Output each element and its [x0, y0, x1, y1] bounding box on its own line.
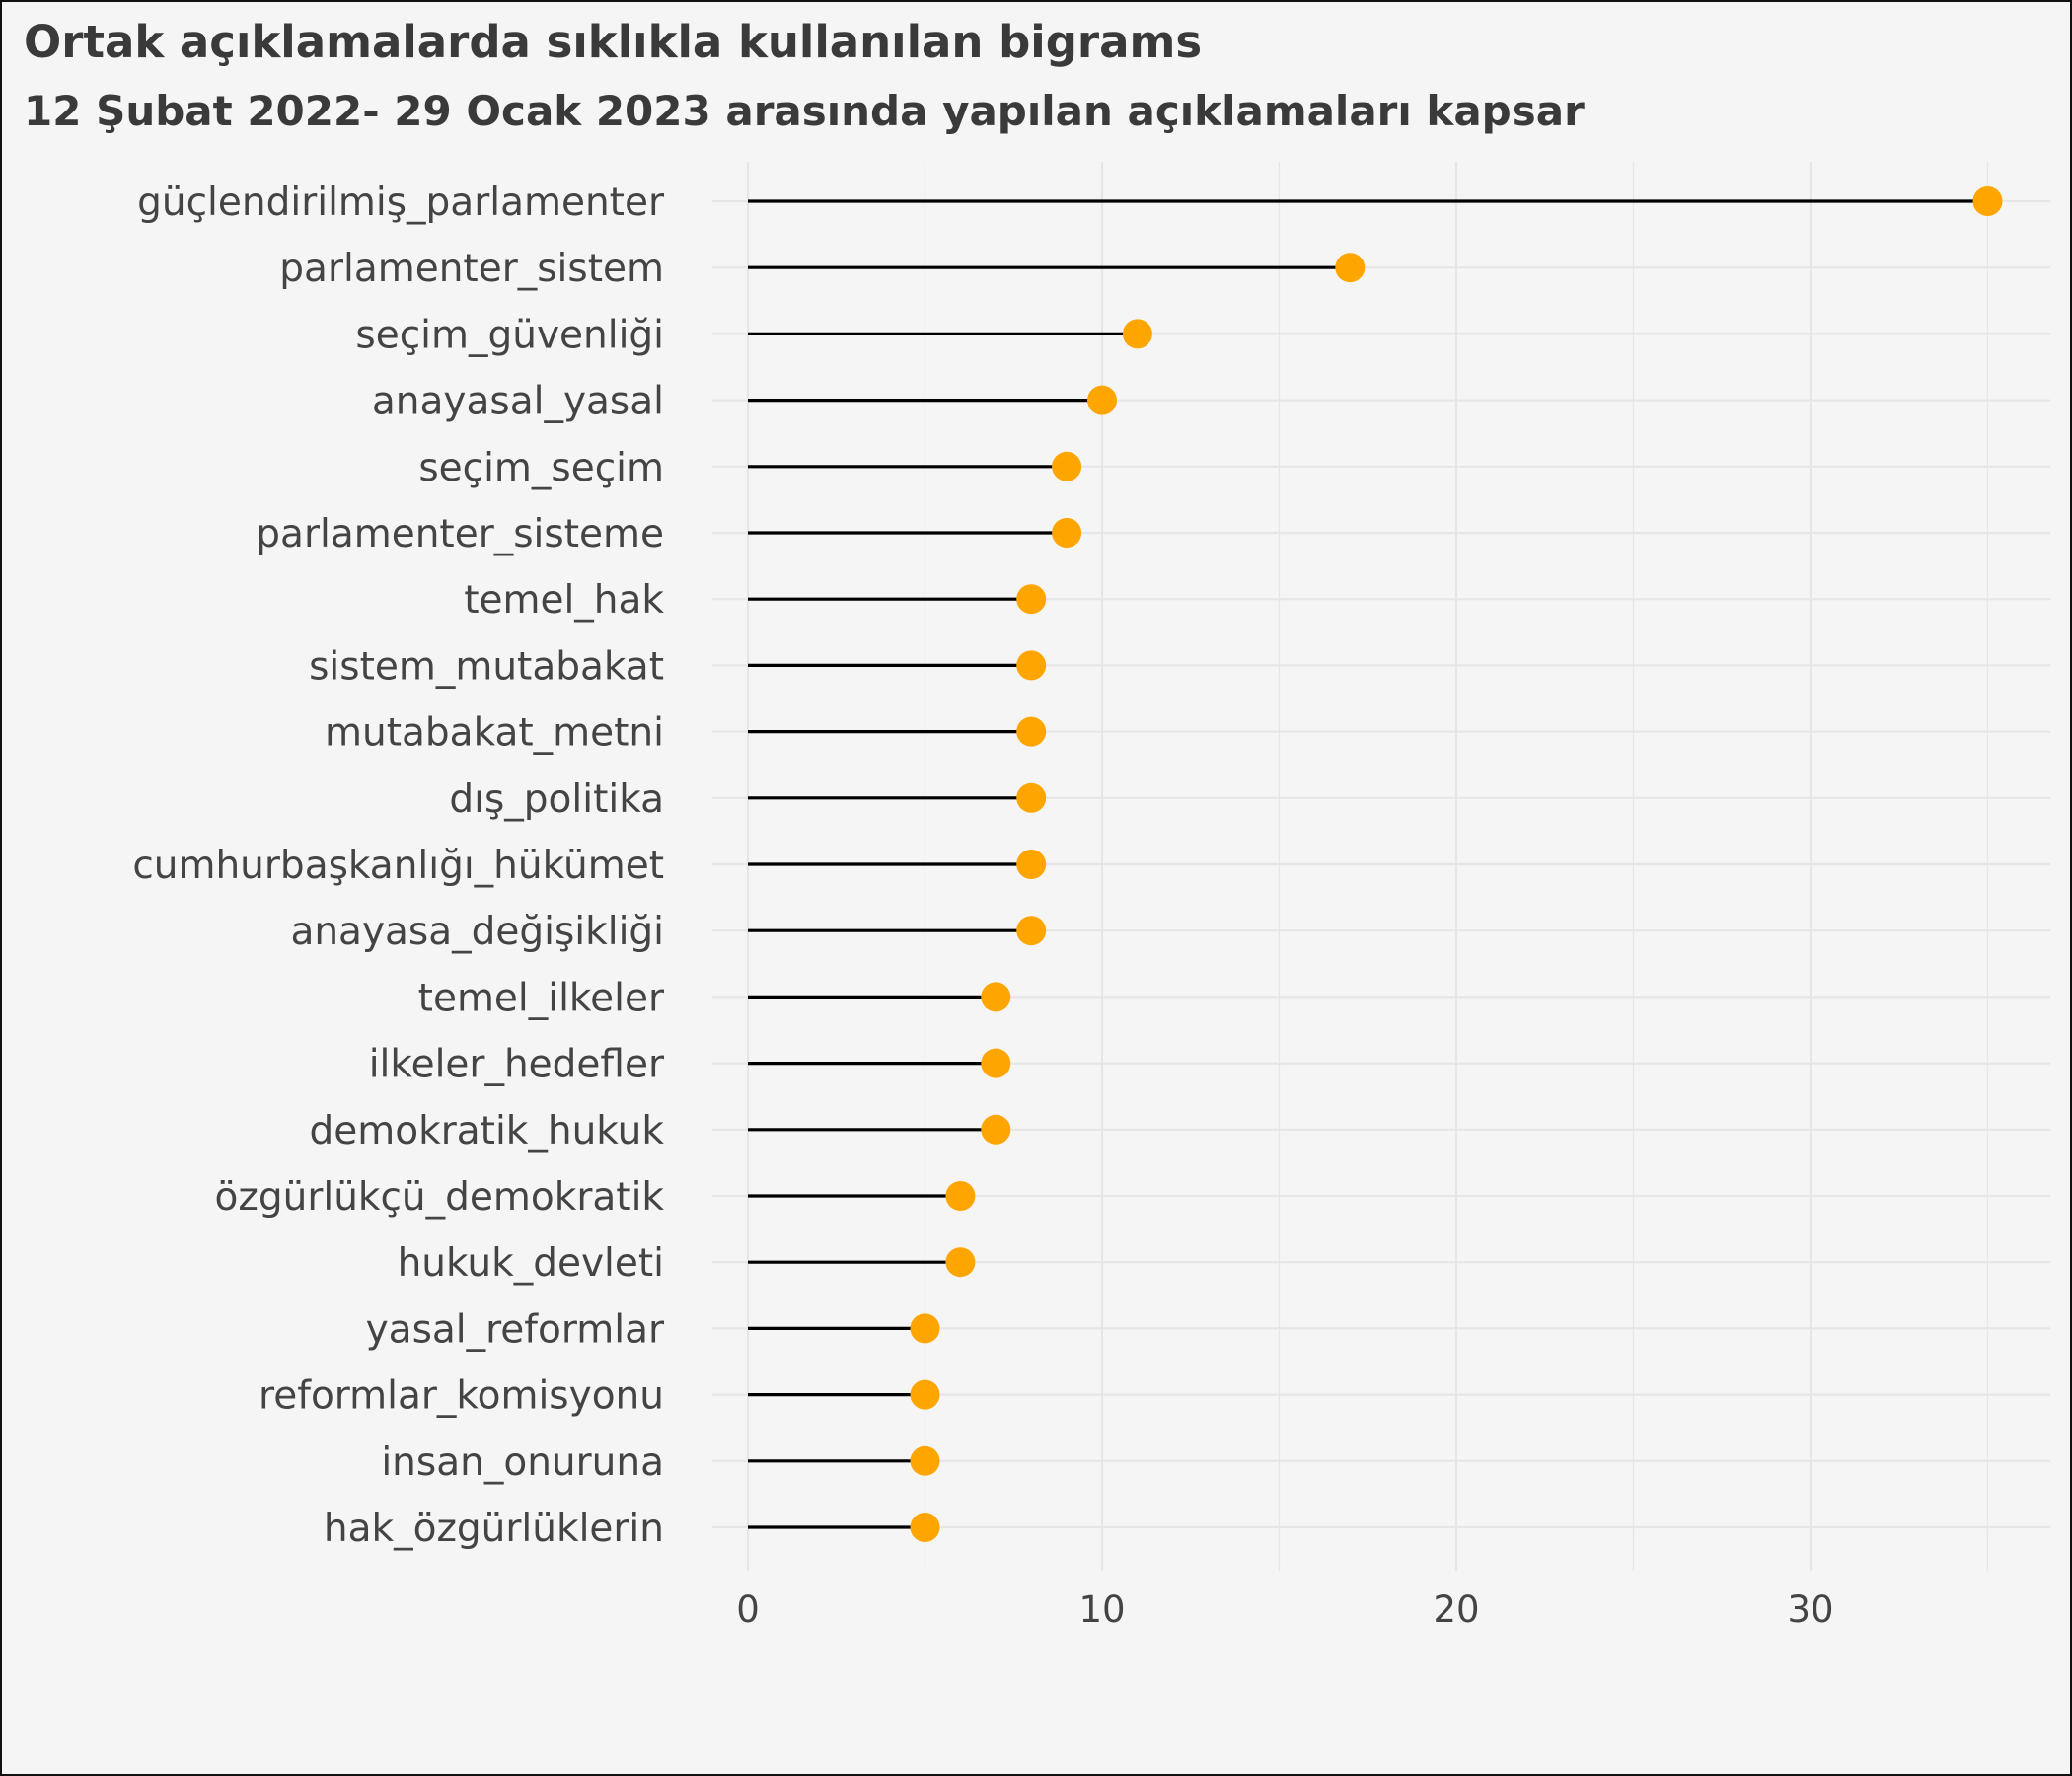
- x-tick-label: 0: [736, 1589, 760, 1631]
- category-label: hukuk_devleti: [398, 1241, 664, 1286]
- category-label: demokratik_hukuk: [310, 1109, 665, 1153]
- x-tick-label: 20: [1433, 1589, 1479, 1631]
- category-label: temel_hak: [464, 578, 664, 623]
- x-tick-label: 30: [1787, 1589, 1833, 1631]
- category-label: reformlar_komisyonu: [259, 1374, 664, 1419]
- lollipop-point: [1016, 850, 1047, 879]
- lollipop-point: [1972, 186, 2003, 216]
- lollipop-point: [1052, 518, 1082, 548]
- lollipop-point: [1087, 385, 1117, 415]
- lollipop-point: [945, 1181, 976, 1211]
- category-label: cumhurbaşkanlığı_hükümet: [132, 844, 664, 888]
- lollipop-point: [1016, 782, 1047, 813]
- x-axis-ticks: 0 10 20 30: [736, 1589, 1833, 1631]
- category-label: özgürlükçü_demokratik: [215, 1175, 665, 1220]
- category-labels: güçlendirilmiş_parlamenter parlamenter_si…: [132, 181, 665, 1551]
- stems-layer: [748, 199, 1988, 1529]
- lollipop-point: [910, 1445, 940, 1476]
- lollipop-point: [1016, 584, 1047, 615]
- lollipop-point: [1016, 650, 1047, 681]
- lollipop-point: [981, 982, 1011, 1012]
- lollipop-point: [945, 1247, 976, 1278]
- category-label: sistem_mutabakat: [309, 644, 664, 689]
- lollipop-point: [1016, 916, 1047, 946]
- chart-title: Ortak açıklamalarda sıklıkla kullanılan …: [24, 16, 1203, 68]
- category-label: seçim_seçim: [418, 446, 664, 490]
- category-label: hak_özgürlüklerin: [324, 1507, 664, 1551]
- x-tick-label: 10: [1078, 1589, 1125, 1631]
- category-label: parlamenter_sisteme: [256, 512, 664, 556]
- category-label: seçim_güvenliği: [355, 313, 664, 357]
- category-label: anayasa_değişikliği: [290, 910, 664, 954]
- category-label: anayasal_yasal: [372, 380, 664, 424]
- category-label: güçlendirilmiş_parlamenter: [137, 181, 665, 225]
- category-label: ilkeler_hedefler: [369, 1043, 665, 1087]
- category-label: dış_politika: [449, 777, 664, 822]
- lollipop-point: [1052, 451, 1082, 481]
- lollipop-point: [1016, 716, 1047, 747]
- points-layer: [910, 186, 2003, 1542]
- lollipop-point: [910, 1379, 940, 1410]
- lollipop-point: [910, 1513, 940, 1542]
- grid-layer: [712, 162, 2050, 1571]
- category-label: parlamenter_sistem: [279, 247, 664, 291]
- category-label: temel_ilkeler: [418, 976, 665, 1020]
- category-label: yasal_reformlar: [366, 1307, 665, 1352]
- category-label: insan_onuruna: [381, 1441, 664, 1485]
- chart-subtitle: 12 Şubat 2022- 29 Ocak 2023 arasında yap…: [24, 87, 1585, 135]
- lollipop-point: [981, 1114, 1011, 1145]
- lollipop-point: [981, 1048, 1011, 1078]
- lollipop-point: [910, 1313, 940, 1344]
- category-label: mutabakat_metni: [325, 711, 664, 756]
- lollipop-point: [1122, 319, 1152, 349]
- lollipop-point: [1335, 253, 1366, 283]
